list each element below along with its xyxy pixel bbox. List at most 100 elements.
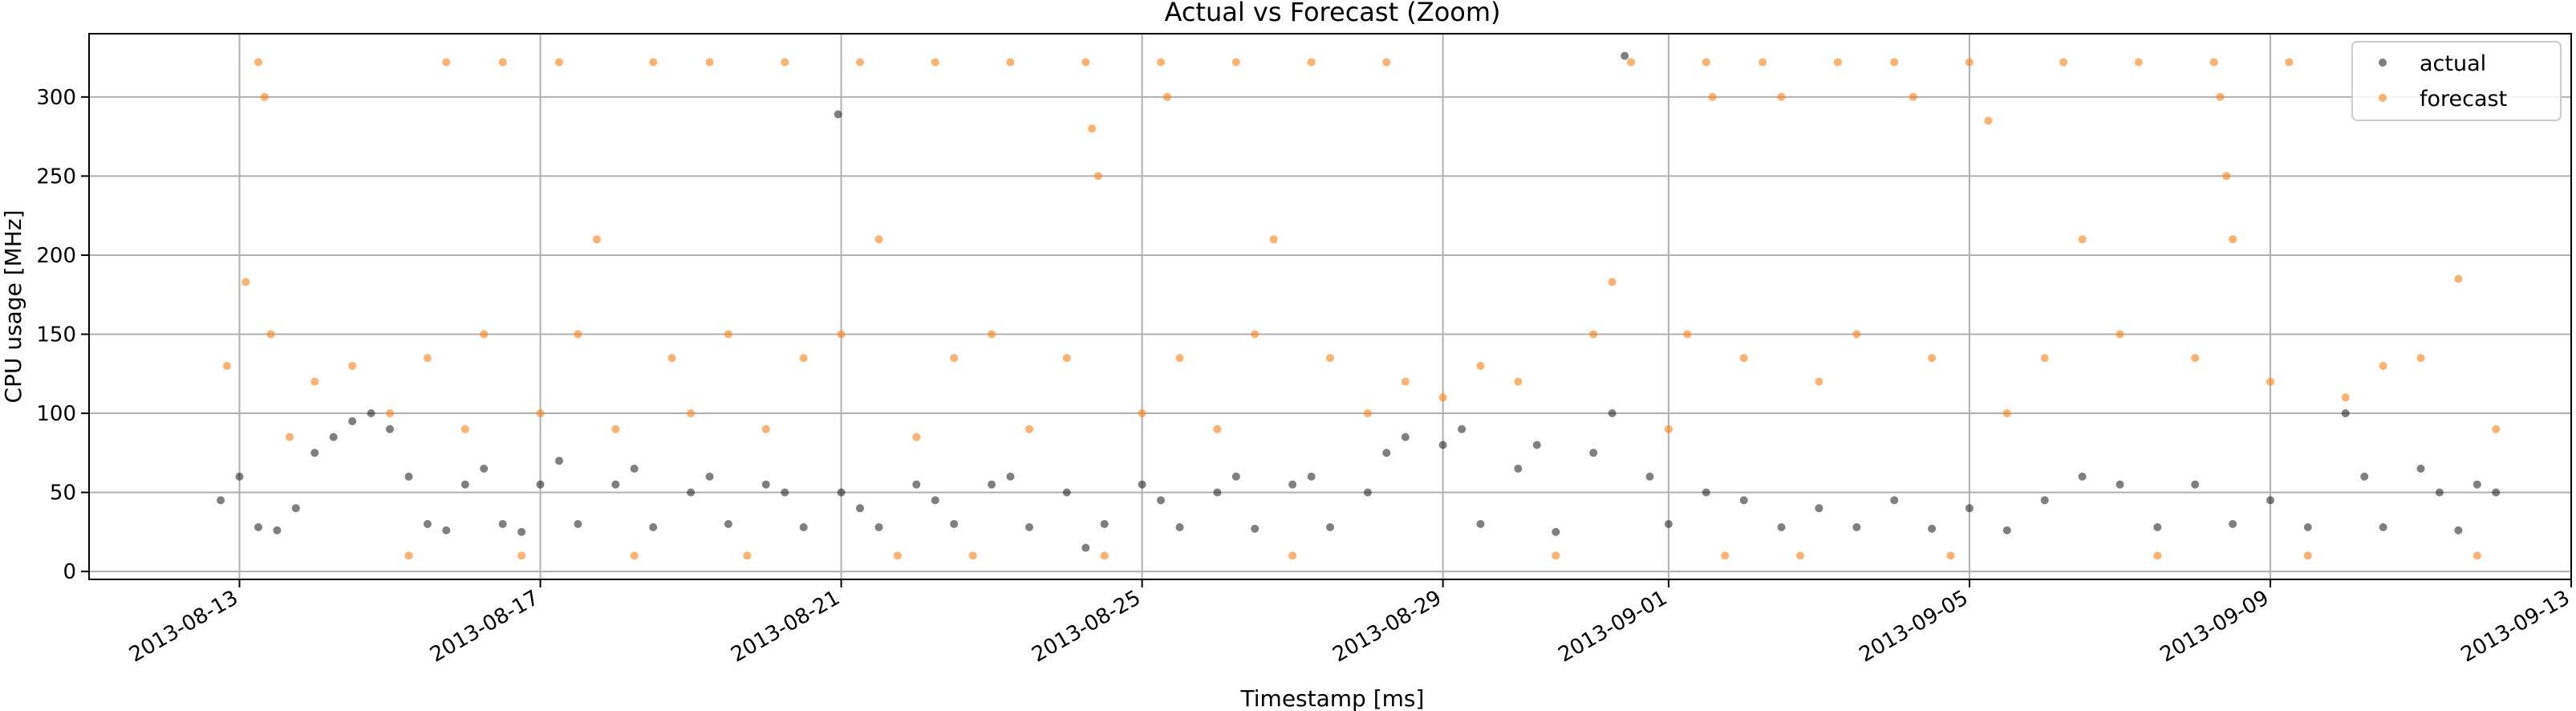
data-point-forecast [630, 551, 639, 560]
data-point-actual [1138, 480, 1146, 489]
y-tick-label: 50 [50, 481, 76, 506]
data-point-forecast [2153, 551, 2162, 560]
data-point-forecast [2341, 393, 2350, 402]
data-point-forecast [988, 330, 996, 339]
data-point-forecast [1702, 58, 1710, 67]
data-point-actual [705, 472, 714, 481]
legend-label-forecast: forecast [2420, 87, 2507, 112]
series-actual [217, 51, 2501, 552]
data-point-forecast [2416, 354, 2425, 363]
data-point-actual [1006, 472, 1015, 481]
data-point-forecast [2266, 377, 2274, 386]
data-point-actual [1965, 504, 1974, 513]
data-point-forecast [286, 433, 294, 441]
data-point-forecast [705, 58, 714, 67]
data-point-forecast [1081, 58, 1090, 67]
data-point-actual [291, 504, 300, 513]
data-point-forecast [1251, 330, 1260, 339]
data-point-actual [1062, 488, 1071, 497]
data-point-actual [724, 520, 732, 528]
data-point-forecast [222, 361, 231, 370]
data-point-forecast [1307, 58, 1316, 67]
y-tick-label: 0 [63, 560, 76, 584]
data-point-actual [1363, 488, 1372, 497]
data-point-actual [310, 449, 319, 457]
data-point-actual [480, 465, 489, 473]
data-point-actual [2191, 480, 2200, 489]
data-point-forecast [555, 58, 563, 67]
data-point-actual [2416, 465, 2425, 473]
data-point-actual [1645, 472, 1654, 481]
data-point-forecast [2229, 235, 2237, 244]
data-point-actual [217, 496, 225, 505]
data-point-actual [1777, 523, 1786, 531]
data-point-forecast [1382, 58, 1391, 67]
data-point-actual [1307, 472, 1316, 481]
y-tick-label: 150 [36, 323, 76, 347]
data-point-forecast [1946, 551, 1955, 560]
data-point-forecast [1326, 354, 1334, 363]
data-point-actual [2454, 526, 2463, 534]
data-point-forecast [1721, 551, 1730, 560]
data-point-actual [834, 110, 842, 119]
data-point-actual [367, 409, 375, 417]
data-point-forecast [743, 551, 752, 560]
data-point-forecast [2492, 425, 2501, 433]
data-point-actual [649, 523, 658, 531]
x-tick-label: 2013-08-25 [1028, 586, 1145, 668]
y-tick-label: 200 [36, 244, 76, 268]
data-point-forecast [912, 433, 921, 441]
data-point-actual [1589, 449, 1598, 457]
data-point-actual [2360, 472, 2369, 481]
x-tick-label: 2013-09-01 [1555, 586, 1672, 668]
data-point-forecast [874, 235, 883, 244]
data-point-actual [1815, 504, 1823, 513]
data-point-actual [988, 480, 996, 489]
data-point-actual [1928, 524, 1937, 533]
data-point-forecast [1175, 354, 1184, 363]
data-point-forecast [1759, 58, 1767, 67]
x-tick-label: 2013-09-09 [2156, 586, 2274, 668]
y-axis-label: CPU usage [MHz] [0, 210, 26, 404]
data-point-actual [1608, 409, 1617, 417]
x-tick-label: 2013-08-29 [1329, 586, 1446, 668]
series-forecast [222, 58, 2501, 560]
data-point-forecast [1852, 330, 1861, 339]
data-point-actual [2040, 496, 2049, 505]
data-point-forecast [1909, 92, 1917, 101]
data-point-actual [1532, 441, 1541, 449]
data-point-forecast [1162, 92, 1171, 101]
data-point-actual [1081, 543, 1090, 552]
data-point-forecast [1552, 551, 1560, 560]
plot-frame [88, 33, 2572, 580]
data-point-forecast [1683, 330, 1692, 339]
data-point-actual [912, 480, 921, 489]
data-point-forecast [1157, 58, 1165, 67]
data-point-forecast [1088, 124, 1097, 133]
data-point-forecast [761, 425, 770, 433]
data-point-actual [1476, 520, 1485, 528]
data-point-actual [498, 520, 507, 528]
data-point-actual [460, 480, 469, 489]
x-tick-label: 2013-08-21 [727, 586, 844, 668]
data-point-actual [1552, 527, 1560, 536]
data-point-actual [781, 488, 789, 497]
legend-marker-forecast [2379, 94, 2387, 102]
data-point-forecast [2209, 58, 2218, 67]
data-point-actual [1458, 425, 1466, 433]
data-point-forecast [1608, 278, 1617, 286]
data-point-forecast [386, 409, 394, 417]
data-point-actual [1382, 449, 1391, 457]
data-point-forecast [1006, 58, 1015, 67]
data-point-actual [2078, 472, 2087, 481]
data-point-actual [423, 520, 432, 528]
data-point-forecast [1928, 354, 1937, 363]
data-point-forecast [611, 425, 620, 433]
data-point-actual [536, 480, 545, 489]
data-point-forecast [574, 330, 582, 339]
data-point-forecast [2285, 58, 2294, 67]
data-point-forecast [1438, 393, 1447, 402]
data-point-forecast [1138, 409, 1146, 417]
data-point-actual [1288, 480, 1297, 489]
data-point-actual [1213, 488, 1222, 497]
